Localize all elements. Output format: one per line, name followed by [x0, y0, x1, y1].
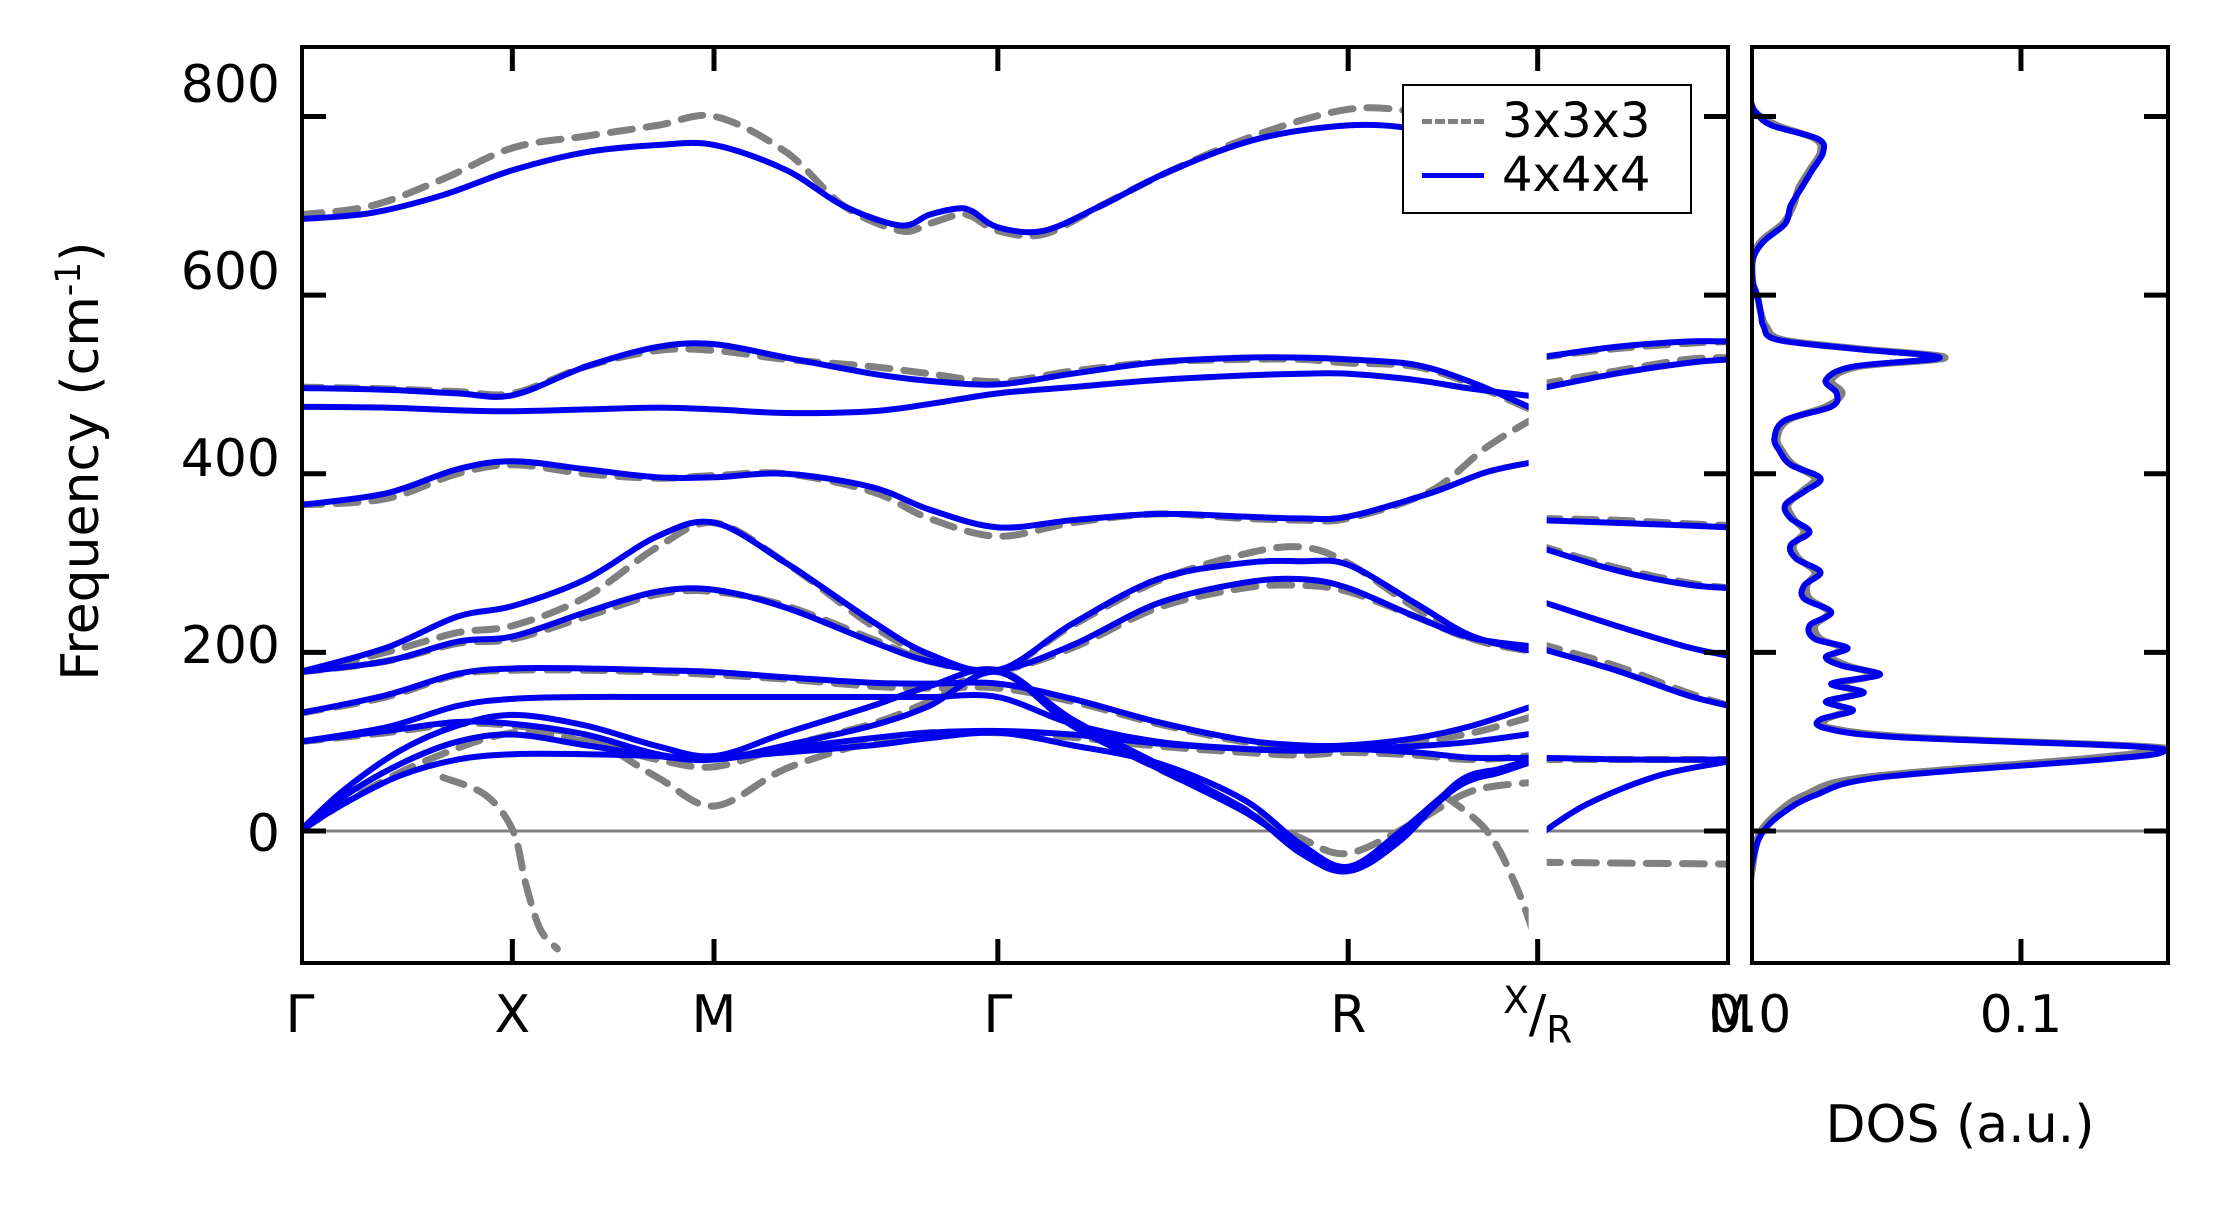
band-branch-4x4x4-xr-seg-top	[1535, 338, 1730, 361]
legend-swatch-solid	[1422, 172, 1484, 178]
legend-label-3x3x3: 3x3x3	[1502, 93, 1651, 149]
legend: 3x3x3 4x4x4	[1402, 84, 1692, 214]
y-tick-label-800: 800	[180, 55, 280, 115]
x-tick-label-gamma-2: Γ	[983, 985, 1013, 1045]
x-tick-label-x: X	[494, 985, 531, 1045]
x-tick-label-m-2: M	[1707, 985, 1753, 1045]
band-branch-4x4x4-xr-seg-4	[1535, 543, 1730, 592]
y-tick-label-0: 0	[246, 804, 280, 864]
band-branch-4x4x4-acoustic-3	[300, 729, 1542, 870]
band-panel-frame	[300, 45, 1730, 965]
dos-axis-title: DOS (a.u.)	[1825, 1095, 2095, 1155]
y-axis-label-exponent: -1	[48, 261, 89, 297]
band-branch-3x3x3-acoustic-2-imag	[439, 773, 561, 953]
band-branch-4x4x4-acoustic-1	[300, 666, 1542, 875]
dos-plot	[1750, 45, 2170, 965]
dos-panel-ticks	[1750, 45, 2170, 965]
y-tick-label-400: 400	[180, 429, 280, 489]
x-tick-label-gamma-1: Γ	[285, 985, 315, 1045]
dos-tick-label-0.0: 0.0	[1708, 985, 1792, 1045]
band-branch-4x4x4-xr-seg-6	[1535, 644, 1730, 709]
band-branch-4x4x4-xr-seg-3	[1535, 517, 1730, 531]
band-branch-4x4x4-xr-seg-5	[1535, 597, 1730, 659]
x-over-r-numerator: X	[1503, 978, 1529, 1022]
band-branch-4x4x4-optic-3	[300, 370, 1542, 417]
legend-label-4x4x4: 4x4x4	[1502, 147, 1651, 203]
x-tick-label-m-1: M	[691, 985, 737, 1045]
x-over-r-slash: /	[1528, 984, 1547, 1045]
band-branch-4x4x4-xr-seg-2	[1535, 356, 1730, 392]
band-branch-4x4x4-branch-9	[300, 692, 1542, 754]
y-tick-label-200: 200	[180, 616, 280, 676]
band-branch-4x4x4-optic-top	[300, 121, 1542, 236]
dos-curve-3x3x3	[1750, 95, 2170, 889]
legend-entry-4x4x4[interactable]: 4x4x4	[1422, 148, 1672, 202]
band-branch-4x4x4-branch-4	[300, 458, 1542, 531]
band-branch-4x4x4-optic-2	[300, 340, 1542, 415]
y-tick-label-600: 600	[180, 242, 280, 302]
legend-swatch-dashed	[1422, 118, 1484, 124]
band-branch-3x3x3-optic-top	[300, 104, 1542, 240]
band-branch-4x4x4-xr-seg-7	[1535, 754, 1730, 763]
x-tick-label-r: R	[1330, 985, 1367, 1045]
band-branch-4x4x4-xr-seg-8	[1535, 758, 1730, 839]
brillouin-zone-break	[1528, 45, 1547, 965]
band-branch-3x3x3-acoustic-3-imag	[1440, 791, 1542, 951]
band-branch-4x4x4-branch-5	[300, 518, 1542, 676]
band-branch-3x3x3-xr-seg-imag	[1534, 858, 1730, 868]
dos-tick-label-0.1: 0.1	[1979, 985, 2063, 1045]
legend-entry-3x3x3[interactable]: 3x3x3	[1422, 94, 1672, 148]
band-branch-4x4x4-branch-6	[300, 575, 1542, 676]
x-over-r-denominator: R	[1546, 1007, 1573, 1052]
dos-curve-4x4x4	[1750, 97, 2169, 879]
dos-panel-frame	[1750, 45, 2170, 965]
x-tick-label-x-over-r: X/R	[1503, 978, 1572, 1052]
band-structure-plot	[300, 45, 1730, 965]
band-branch-3x3x3-xr-seg-4	[1534, 541, 1730, 592]
band-panel-ticks	[300, 45, 1730, 965]
